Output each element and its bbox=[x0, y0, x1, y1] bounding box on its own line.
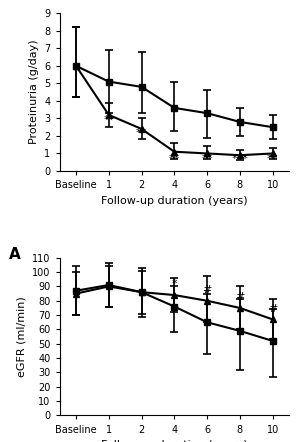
Text: **: ** bbox=[169, 154, 180, 164]
X-axis label: Follow-up duration (years): Follow-up duration (years) bbox=[101, 440, 248, 442]
X-axis label: Follow-up duration (years): Follow-up duration (years) bbox=[101, 195, 248, 206]
Text: #: # bbox=[235, 292, 245, 302]
Text: A: A bbox=[9, 247, 21, 262]
Text: *: * bbox=[172, 279, 177, 290]
Text: #: # bbox=[202, 285, 212, 295]
Text: **: ** bbox=[267, 154, 278, 164]
Text: ***: *** bbox=[232, 154, 248, 164]
Text: **: ** bbox=[136, 128, 147, 138]
Text: **: ** bbox=[103, 114, 114, 125]
Text: **: ** bbox=[201, 154, 213, 164]
Y-axis label: eGFR (ml/min): eGFR (ml/min) bbox=[17, 296, 27, 377]
Y-axis label: Proteinuria (g/day): Proteinuria (g/day) bbox=[29, 40, 39, 145]
Text: #: # bbox=[268, 304, 277, 314]
